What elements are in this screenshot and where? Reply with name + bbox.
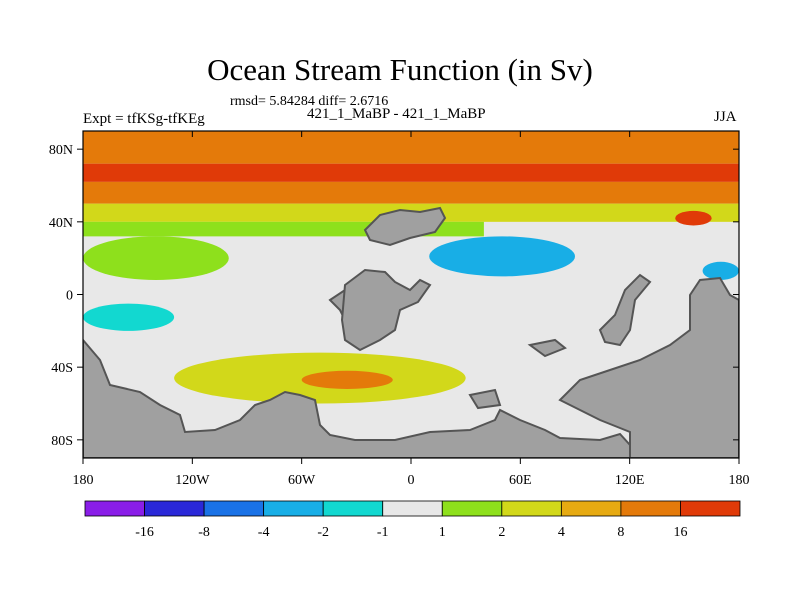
colorbar-swatch bbox=[620, 500, 681, 517]
x-tick-label: 120E bbox=[615, 473, 645, 488]
x-tick-label: 60E bbox=[509, 473, 532, 488]
experiment-label: Expt = tfKSg-tfKEg bbox=[83, 111, 205, 127]
north-jet-band bbox=[83, 163, 739, 182]
colorbar-label: 8 bbox=[617, 525, 624, 540]
y-tick-label: 40N bbox=[49, 216, 73, 231]
x-tick-label: 60W bbox=[288, 473, 316, 488]
colorbar-swatch bbox=[84, 500, 145, 517]
west-pacific-negative bbox=[702, 261, 739, 280]
colorbar-swatch bbox=[382, 500, 443, 517]
y-tick-label: 40S bbox=[51, 361, 73, 376]
land-south-asia bbox=[598, 273, 652, 347]
rmsd-diff-stats: rmsd= 5.84284 diff= 2.6716 bbox=[230, 94, 389, 109]
southern-peak bbox=[301, 370, 393, 389]
colorbar-label: 4 bbox=[558, 525, 565, 540]
x-tick-label: 0 bbox=[408, 473, 415, 488]
y-tick-label: 80S bbox=[51, 434, 73, 449]
land-islands bbox=[527, 338, 567, 358]
x-tick-label: 120W bbox=[175, 473, 210, 488]
colorbar-swatch bbox=[680, 500, 741, 517]
colorbar-swatch bbox=[144, 500, 205, 517]
experiment-subtitle: 421_1_MaBP - 421_1_MaBP bbox=[307, 106, 486, 122]
season-label: JJA bbox=[714, 109, 737, 125]
colorbar-label: 16 bbox=[673, 525, 687, 540]
tropical-pacific-negative bbox=[83, 303, 175, 331]
y-tick-label: 0 bbox=[66, 289, 73, 304]
land-europe bbox=[363, 206, 447, 247]
colorbar-swatch bbox=[263, 500, 324, 517]
colorbar-label: -2 bbox=[317, 525, 329, 540]
y-tick-label: 80N bbox=[49, 143, 73, 158]
colorbar-label: 1 bbox=[439, 525, 446, 540]
colorbar: -16 -8 -4 -2 -1 1 2 4 8 16 bbox=[84, 500, 741, 540]
axis-ticks: 180 120W 60W 0 60E 120E 180 80N 40N 0 40S 80S bbox=[49, 131, 750, 488]
colorbar-label: 2 bbox=[498, 525, 505, 540]
pacific-tongue bbox=[83, 236, 229, 280]
land-drake-island bbox=[468, 388, 502, 410]
indian-negative-cell bbox=[429, 236, 575, 277]
colorbar-label: -4 bbox=[258, 525, 270, 540]
map-layer bbox=[83, 131, 739, 458]
colorbar-swatch bbox=[560, 500, 622, 517]
x-tick-label: 180 bbox=[73, 473, 94, 488]
colorbar-swatch bbox=[203, 500, 265, 517]
land-australia bbox=[558, 276, 739, 458]
land-antarctica-west bbox=[83, 338, 631, 458]
land-africa bbox=[340, 268, 432, 352]
chart-title: Ocean Stream Function (in Sv) bbox=[207, 52, 593, 87]
colorbar-label: -1 bbox=[377, 525, 389, 540]
colorbar-swatch bbox=[322, 500, 384, 517]
colorbar-swatch bbox=[501, 500, 562, 517]
colorbar-swatch bbox=[441, 500, 503, 517]
colorbar-label: -16 bbox=[135, 525, 154, 540]
colorbar-label: -8 bbox=[198, 525, 210, 540]
subpolar-max bbox=[675, 210, 712, 226]
north-mid-band bbox=[83, 181, 739, 204]
x-tick-label: 180 bbox=[729, 473, 750, 488]
